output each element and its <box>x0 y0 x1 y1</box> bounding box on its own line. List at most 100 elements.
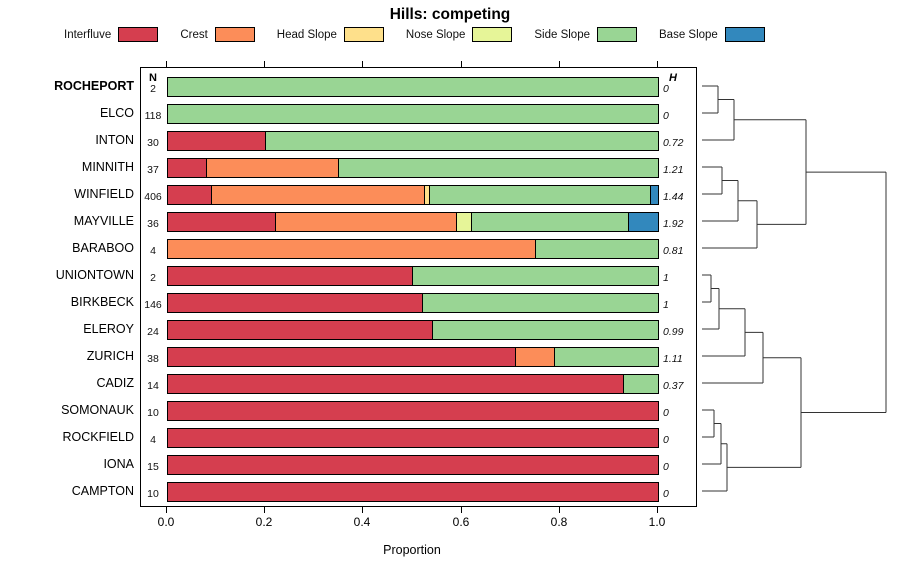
row-label: IONA <box>103 457 134 471</box>
legend-item-label: Nose Slope <box>405 28 466 41</box>
bar-segment-crest <box>168 240 536 258</box>
legend-swatch <box>724 27 765 42</box>
bar-segment-side-slope <box>168 105 658 123</box>
legend-item: Base Slope <box>659 27 765 42</box>
row-label: MAYVILLE <box>73 214 134 228</box>
x-axis-top-tick <box>264 61 265 67</box>
n-value: 2 <box>150 272 156 284</box>
n-value: 146 <box>144 299 162 311</box>
bar-row <box>167 347 659 367</box>
bar-segment-side-slope <box>168 78 658 96</box>
bar-segment-interfluve <box>168 321 433 339</box>
row-label: ZURICH <box>86 349 134 363</box>
bar-segment-interfluve <box>168 375 624 393</box>
row-label: WINFIELD <box>74 187 134 201</box>
bar-segment-base-slope <box>650 186 658 204</box>
legend-item-label: Base Slope <box>659 28 718 41</box>
h-value: 0 <box>663 434 669 446</box>
bar-segment-side-slope <box>555 348 658 366</box>
row-label: CADIZ <box>96 376 135 390</box>
dendrogram-path <box>702 85 887 492</box>
h-value: 1 <box>663 299 669 311</box>
x-axis-tick <box>362 507 363 513</box>
n-value: 406 <box>144 191 162 203</box>
h-value: 0.37 <box>663 380 684 392</box>
x-axis-top-tick <box>362 61 363 67</box>
bar-segment-base-slope <box>628 213 658 231</box>
n-value: 15 <box>147 461 159 473</box>
legend-swatch <box>472 27 513 42</box>
h-value: 0 <box>663 407 669 419</box>
x-axis-top-tick <box>657 61 658 67</box>
h-value: 1.21 <box>663 164 684 176</box>
legend-swatch <box>343 27 384 42</box>
x-axis-tick-label: 1.0 <box>648 515 666 529</box>
bar-row <box>167 293 659 313</box>
bar-segment-interfluve <box>168 429 658 447</box>
legend-item: Head Slope <box>277 27 384 42</box>
x-axis-tick-label: 0.2 <box>255 515 273 529</box>
bar-segment-side-slope <box>623 375 658 393</box>
n-value: 30 <box>147 137 159 149</box>
n-value: 37 <box>147 164 159 176</box>
legend-item-label: Side Slope <box>534 28 590 41</box>
n-value: 38 <box>147 353 159 365</box>
h-value: 1.92 <box>663 218 684 230</box>
n-value: 14 <box>147 380 159 392</box>
x-axis-tick <box>166 507 167 513</box>
row-label: ELEROY <box>83 322 134 336</box>
legend: Interfluve Crest Head Slope Nose Slope Side … <box>64 27 787 42</box>
bar-row <box>167 158 659 178</box>
n-value: 2 <box>150 83 156 95</box>
bar-segment-interfluve <box>168 213 276 231</box>
bar-segment-head-slope <box>425 186 431 204</box>
x-axis-top-tick <box>461 61 462 67</box>
bar-segment-side-slope <box>413 267 658 285</box>
h-value: 0.99 <box>663 326 684 338</box>
n-value: 4 <box>150 245 156 257</box>
legend-item-label: Head Slope <box>276 28 337 41</box>
n-value: 24 <box>147 326 159 338</box>
bar-row <box>167 212 659 232</box>
bar-segment-crest <box>515 348 556 366</box>
legend-item: Interfluve <box>64 27 159 42</box>
h-value: 0.81 <box>663 245 684 257</box>
h-value: 0.72 <box>663 137 684 149</box>
x-axis-tick <box>559 507 560 513</box>
bar-segment-interfluve <box>168 132 266 150</box>
h-value: 1 <box>663 272 669 284</box>
bar-segment-crest <box>275 213 458 231</box>
chart-title: Hills: competing <box>389 6 511 23</box>
row-label: UNIONTOWN <box>55 268 134 282</box>
n-value: 118 <box>144 110 162 122</box>
bar-segment-side-slope <box>266 132 658 150</box>
row-label: BARABOO <box>72 241 134 255</box>
bar-segment-interfluve <box>168 159 208 177</box>
bar-row <box>167 185 659 205</box>
bar-segment-interfluve <box>168 186 213 204</box>
n-value: 10 <box>147 407 159 419</box>
x-axis-top-tick <box>559 61 560 67</box>
n-value: 36 <box>147 218 159 230</box>
plot-area: N H 2 0 118 0 30 0.72 37 1.21 406 1.44 36 1.92 4 0.81 2 1… <box>140 67 697 507</box>
bar-row <box>167 428 659 448</box>
x-axis-top-tick <box>166 61 167 67</box>
n-column-header: N <box>149 72 157 84</box>
dendrogram <box>702 85 887 492</box>
bar-segment-side-slope <box>535 240 658 258</box>
legend-item: Crest <box>180 27 255 42</box>
row-label: ELCO <box>99 106 134 120</box>
row-label: CAMPTON <box>71 484 134 498</box>
bar-segment-interfluve <box>168 267 413 285</box>
h-value: 0 <box>663 461 669 473</box>
x-axis-title: Proportion <box>383 543 441 557</box>
row-label: INTON <box>95 133 134 147</box>
bar-row <box>167 455 659 475</box>
bar-segment-crest <box>212 186 426 204</box>
bar-segment-side-slope <box>430 186 651 204</box>
bar-segment-side-slope <box>432 321 658 339</box>
bar-segment-nose-slope <box>457 213 472 231</box>
h-value: 0 <box>663 83 669 95</box>
h-value: 0 <box>663 110 669 122</box>
